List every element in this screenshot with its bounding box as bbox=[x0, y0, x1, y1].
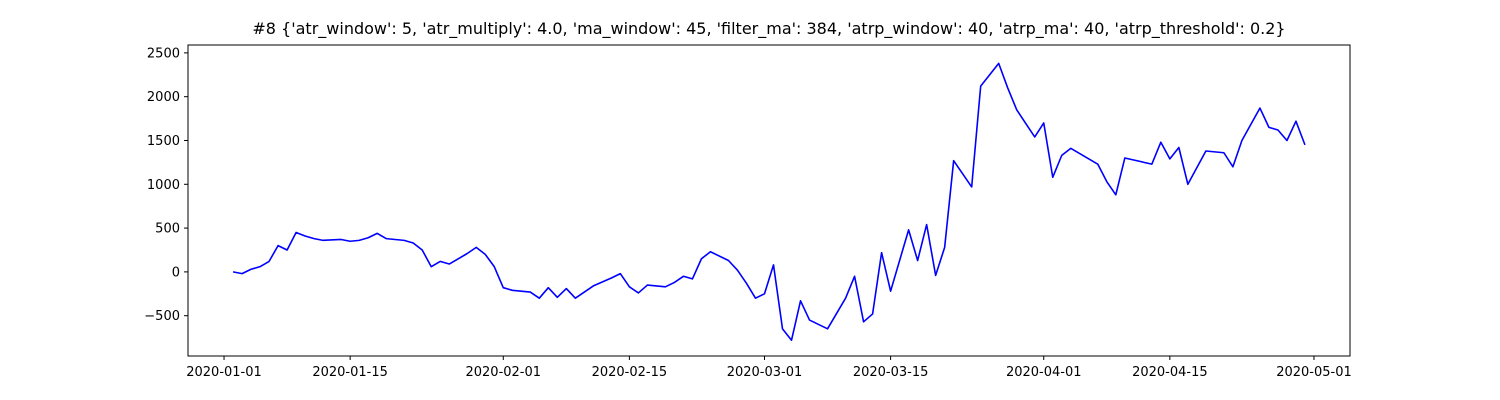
y-tick-label: 2000 bbox=[147, 90, 180, 105]
chart-title: #8 {'atr_window': 5, 'atr_multiply': 4.0… bbox=[252, 19, 1285, 39]
x-tick-label: 2020-03-01 bbox=[727, 365, 803, 380]
y-tick-label: −500 bbox=[144, 309, 180, 324]
x-tick-label: 2020-02-15 bbox=[592, 365, 668, 380]
line-series bbox=[232, 62, 1306, 342]
y-tick-label: 1000 bbox=[147, 178, 180, 193]
y-tick-label: 0 bbox=[172, 265, 180, 280]
y-tick-label: 500 bbox=[155, 222, 180, 237]
x-tick-label: 2020-03-15 bbox=[853, 365, 929, 380]
y-tick-label: 2500 bbox=[147, 46, 180, 61]
x-tick-label: 2020-05-01 bbox=[1276, 365, 1352, 380]
x-tick-label: 2020-01-15 bbox=[312, 365, 388, 380]
x-tick-label: 2020-01-01 bbox=[186, 365, 262, 380]
x-tick-label: 2020-02-01 bbox=[465, 365, 541, 380]
x-tick-label: 2020-04-01 bbox=[1006, 365, 1082, 380]
y-tick-label: 1500 bbox=[147, 134, 180, 149]
x-tick-label: 2020-04-15 bbox=[1132, 365, 1208, 380]
plot-frame bbox=[187, 44, 1351, 357]
